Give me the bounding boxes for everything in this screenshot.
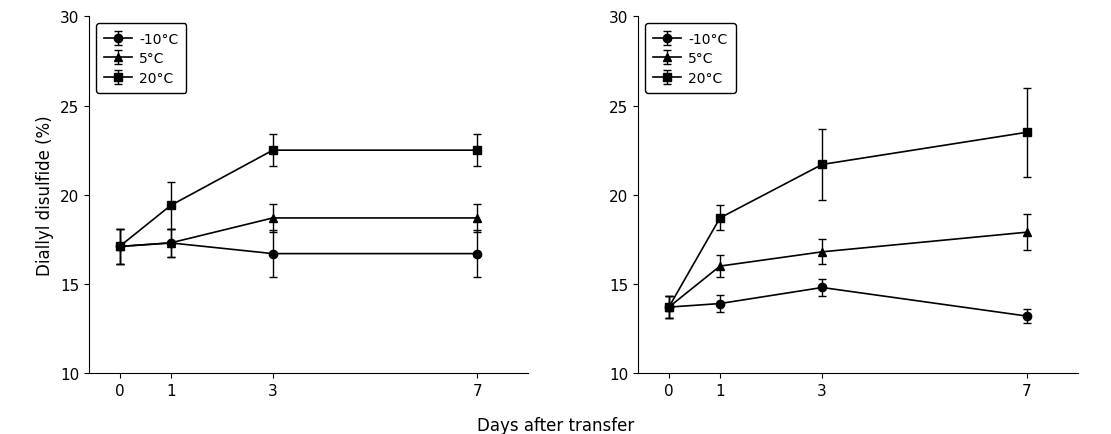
Legend: -10°C, 5°C, 20°C: -10°C, 5°C, 20°C xyxy=(96,24,187,94)
Text: Days after transfer: Days after transfer xyxy=(477,416,634,434)
Y-axis label: Diallyl disulfide (%): Diallyl disulfide (%) xyxy=(37,115,54,276)
Legend: -10°C, 5°C, 20°C: -10°C, 5°C, 20°C xyxy=(645,24,735,94)
